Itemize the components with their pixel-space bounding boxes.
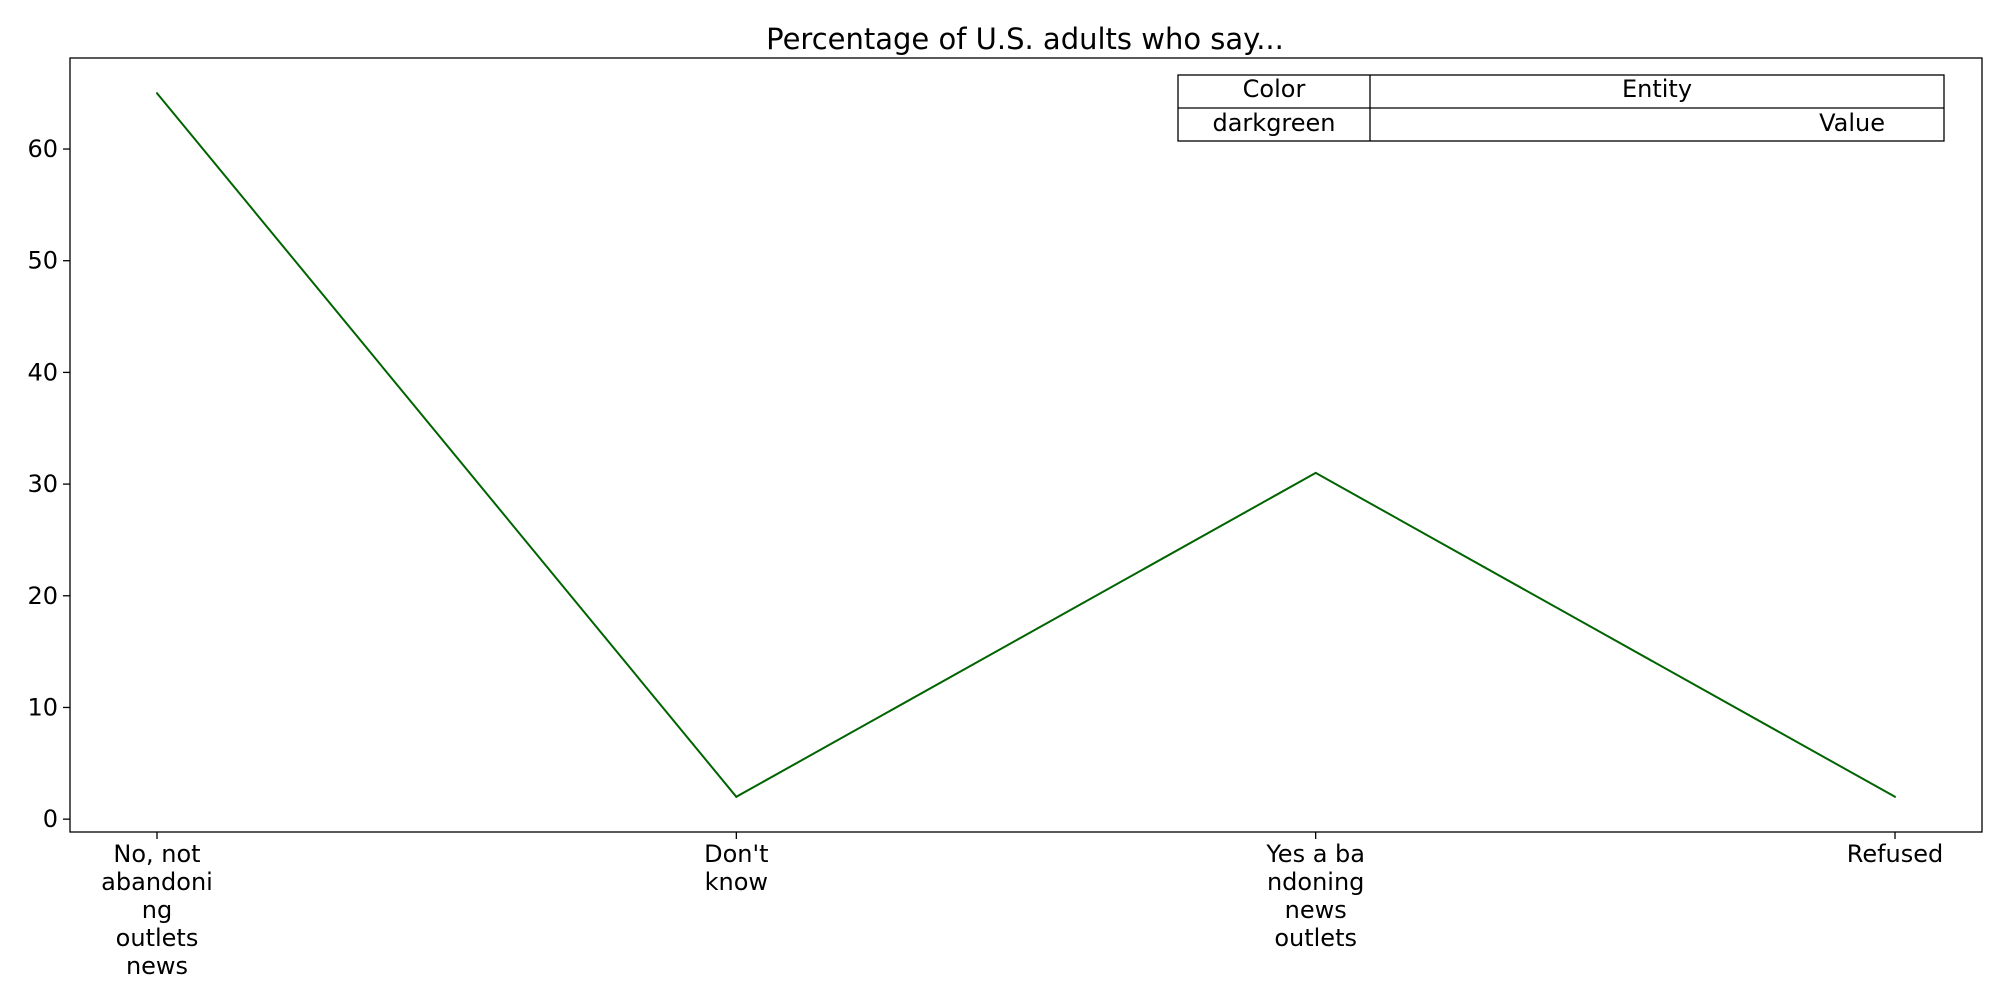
y-tick-label: 20 [27,582,58,610]
y-axis: 0 10 20 30 40 50 60 [27,135,70,833]
legend-header-color: Color [1243,75,1306,103]
x-tick-label-line: news [126,952,188,980]
data-point [1894,795,1896,798]
plot-frame [69,57,1983,833]
x-tick-label-line: Refused [1847,840,1944,868]
data-point [735,795,738,798]
x-tick-label-line: abandoni [101,868,213,896]
data-point [1314,471,1317,474]
y-tick-label: 10 [27,693,58,721]
legend-table: Color Entity darkgreen Value [1177,74,1945,142]
x-tick-label: Don't know [704,840,768,896]
x-tick-label-line: ng [142,896,172,924]
y-tick-label: 60 [27,135,58,163]
series-layer [156,92,1896,799]
y-tick-label: 0 [43,805,58,833]
chart-title: Percentage of U.S. adults who say... [766,22,1284,56]
x-tick-label-line: news [1285,896,1347,924]
y-tick-label: 30 [27,470,58,498]
x-tick-label-line: outlets [1274,924,1357,952]
y-tick-label: 40 [27,358,58,386]
x-tick-label-line: No, not [113,840,200,868]
data-point [156,92,158,95]
x-tick-label-line: ndoning [1267,868,1364,896]
legend-header-entity: Entity [1622,75,1692,103]
legend-row-color: darkgreen [1212,109,1335,137]
series-line [156,92,1896,799]
x-tick-label-line: outlets [116,924,199,952]
legend-row-entity: Value [1819,109,1885,137]
x-tick-label-line: Don't [704,840,768,868]
x-tick-label: Refused [1847,840,1944,868]
x-tick-label: Yes a ba ndoning news outlets [1265,840,1365,952]
y-tick-label: 50 [27,247,58,275]
x-tick-label-line: Yes a ba [1265,840,1365,868]
x-tick-label-line: know [705,868,768,896]
x-tick-label: No, not abandoni ng outlets news [101,840,213,980]
